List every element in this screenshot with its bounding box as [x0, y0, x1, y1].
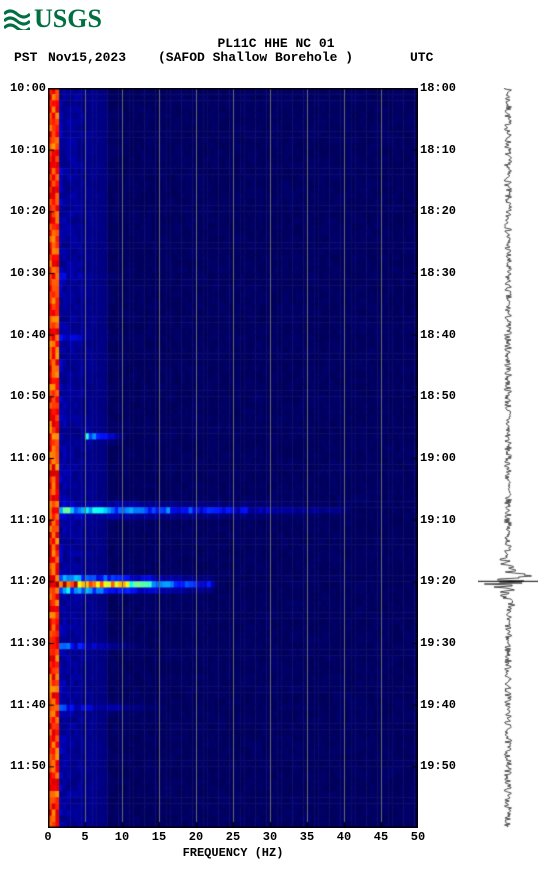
spectrogram-plot	[48, 88, 418, 828]
usgs-wave-icon	[4, 8, 30, 30]
waveform-canvas	[478, 88, 538, 828]
x-axis-label: FREQUENCY (HZ)	[48, 846, 418, 860]
y-right-tick: 19:40	[420, 698, 466, 712]
y-axis-right: 18:0018:1018:2018:3018:4018:5019:0019:10…	[420, 88, 466, 828]
x-tick: 25	[226, 830, 240, 844]
y-left-tick: 11:50	[0, 759, 46, 773]
x-tick: 5	[81, 830, 88, 844]
y-right-tick: 18:50	[420, 389, 466, 403]
x-tick: 10	[115, 830, 129, 844]
y-right-tick: 18:30	[420, 266, 466, 280]
x-axis: 05101520253035404550	[48, 830, 418, 846]
y-right-tick: 18:20	[420, 204, 466, 218]
x-tick: 45	[374, 830, 388, 844]
y-right-tick: 19:50	[420, 759, 466, 773]
y-axis-left: 10:0010:1010:2010:3010:4010:5011:0011:10…	[0, 88, 46, 828]
y-left-tick: 11:10	[0, 513, 46, 527]
x-tick: 0	[44, 830, 51, 844]
y-left-tick: 10:50	[0, 389, 46, 403]
chart-title: PL11C HHE NC 01	[217, 36, 334, 51]
y-right-tick: 18:40	[420, 328, 466, 342]
y-right-tick: 19:30	[420, 636, 466, 650]
date-label: Nov15,2023	[48, 50, 126, 65]
y-left-tick: 11:20	[0, 574, 46, 588]
x-tick: 15	[152, 830, 166, 844]
y-left-tick: 10:10	[0, 143, 46, 157]
y-right-tick: 19:20	[420, 574, 466, 588]
x-tick: 20	[189, 830, 203, 844]
x-tick: 40	[337, 830, 351, 844]
usgs-logo-text: USGS	[34, 4, 102, 34]
y-left-tick: 11:30	[0, 636, 46, 650]
y-left-tick: 10:00	[0, 81, 46, 95]
tz-left-label: PST	[14, 50, 37, 65]
y-left-tick: 10:30	[0, 266, 46, 280]
y-right-tick: 18:00	[420, 81, 466, 95]
x-tick: 50	[411, 830, 425, 844]
grid-overlay	[48, 88, 418, 828]
station-label: (SAFOD Shallow Borehole )	[158, 50, 353, 65]
y-left-tick: 11:40	[0, 698, 46, 712]
y-right-tick: 19:00	[420, 451, 466, 465]
y-left-tick: 11:00	[0, 451, 46, 465]
waveform-panel	[478, 88, 538, 828]
x-tick: 30	[263, 830, 277, 844]
y-right-tick: 19:10	[420, 513, 466, 527]
x-tick: 35	[300, 830, 314, 844]
y-left-tick: 10:20	[0, 204, 46, 218]
y-right-tick: 18:10	[420, 143, 466, 157]
y-left-tick: 10:40	[0, 328, 46, 342]
tz-right-label: UTC	[410, 50, 433, 65]
usgs-logo: USGS	[4, 4, 102, 34]
